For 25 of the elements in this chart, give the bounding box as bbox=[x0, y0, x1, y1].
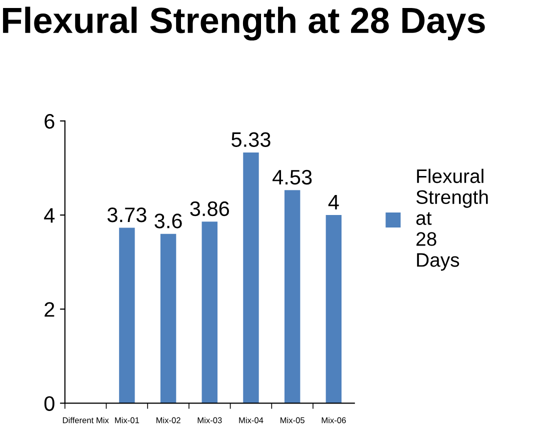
data-label: 4 bbox=[328, 194, 339, 210]
bar bbox=[160, 234, 176, 404]
x-tick-label: Mix-02 bbox=[156, 417, 180, 424]
y-tick-label: 6 bbox=[44, 114, 54, 129]
x-tick-label: Mix-05 bbox=[280, 417, 304, 424]
bar bbox=[243, 152, 259, 404]
data-label: 5.33 bbox=[232, 132, 270, 147]
bar bbox=[326, 215, 342, 404]
y-tick-label: 0 bbox=[44, 396, 54, 411]
legend-label: Flexural Strength at 28 Days bbox=[416, 168, 488, 271]
x-tick-label: Mix-03 bbox=[198, 417, 222, 424]
chart-title: Flexural Strength at 28 Days bbox=[3, 6, 485, 41]
data-label: 4.53 bbox=[272, 170, 312, 185]
y-tick-label: 2 bbox=[44, 302, 54, 317]
data-label: 3.86 bbox=[190, 201, 229, 216]
x-tick-label: Different Mix bbox=[62, 417, 109, 424]
x-tick-label: Mix-01 bbox=[115, 417, 140, 424]
bar bbox=[284, 190, 300, 404]
bar bbox=[202, 222, 218, 404]
data-label: 3.6 bbox=[154, 214, 182, 228]
data-label: 3.73 bbox=[107, 207, 146, 222]
bar bbox=[119, 228, 135, 404]
x-tick-label: Mix-06 bbox=[322, 417, 346, 424]
y-tick-label: 4 bbox=[44, 208, 55, 223]
x-tick-label: Mix-04 bbox=[239, 417, 264, 424]
